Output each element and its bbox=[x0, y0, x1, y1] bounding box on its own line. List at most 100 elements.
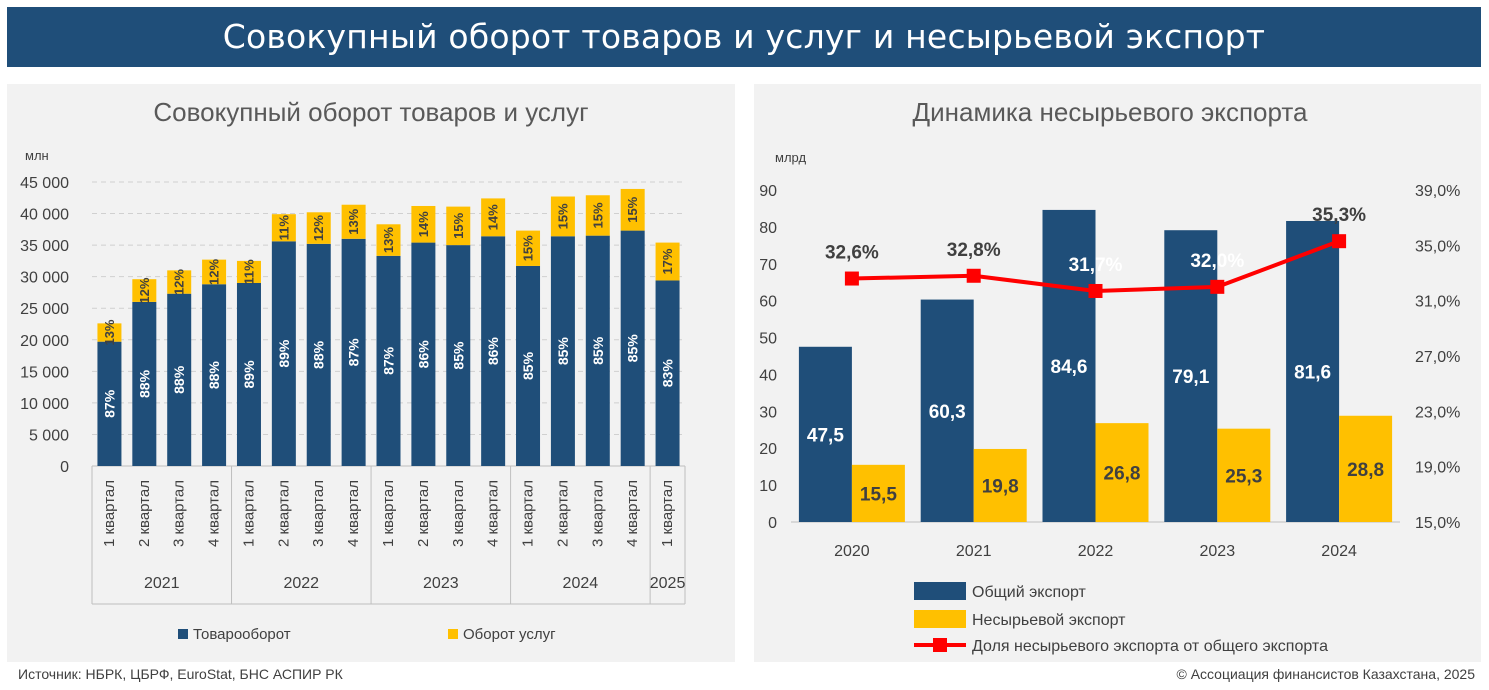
y2-tick-label: 23,0% bbox=[1415, 404, 1460, 421]
y2-tick-label: 39,0% bbox=[1415, 183, 1460, 200]
nonresource-export-bar bbox=[1095, 423, 1149, 522]
y2-tick-label: 31,0% bbox=[1415, 294, 1460, 311]
goods-share-label: 88% bbox=[136, 369, 152, 398]
y-tick-label: 10 000 bbox=[20, 396, 69, 413]
chart-title: Динамика несырьевого экспорта bbox=[913, 97, 1309, 127]
share-label: 35,3% bbox=[1312, 205, 1366, 226]
share-point bbox=[1210, 279, 1225, 294]
services-share-label: 15% bbox=[555, 203, 570, 229]
services-turnover-bar bbox=[236, 260, 261, 283]
y-tick-label: 20 000 bbox=[20, 333, 69, 350]
y2-tick-label: 35,0% bbox=[1415, 238, 1460, 255]
banner-title: Совокупный оборот товаров и услуг и несы… bbox=[222, 17, 1266, 56]
goods-turnover-bar bbox=[620, 230, 645, 466]
nonresource-export-bar bbox=[1217, 428, 1271, 522]
goods-share-label: 86% bbox=[485, 337, 501, 366]
copyright-note: © Ассоциация финансистов Казахстана, 202… bbox=[1176, 666, 1475, 682]
services-turnover-bar bbox=[655, 242, 680, 281]
legend-label-nonresource: Несырьевой экспорт bbox=[972, 612, 1126, 629]
goods-share-label: 88% bbox=[171, 365, 187, 394]
y-tick-label: 5 000 bbox=[29, 427, 69, 444]
goods-turnover-bar bbox=[585, 235, 610, 466]
goods-turnover-bar bbox=[97, 341, 122, 466]
services-share-label: 13% bbox=[346, 208, 361, 234]
total-export-value: 79,1 bbox=[1172, 367, 1209, 388]
share-label: 32,6% bbox=[825, 243, 879, 264]
quarter-label: 2 квартал bbox=[554, 480, 571, 547]
services-turnover-bar bbox=[167, 270, 192, 294]
goods-share-label: 85% bbox=[450, 341, 466, 370]
services-share-label: 14% bbox=[416, 211, 431, 237]
goods-turnover-bar bbox=[271, 241, 296, 466]
quarter-label: 4 квартал bbox=[206, 480, 223, 547]
quarter-label: 3 квартал bbox=[589, 480, 606, 547]
goods-share-label: 85% bbox=[520, 351, 536, 380]
nonresource-export-bar bbox=[973, 448, 1027, 522]
quarter-label: 1 квартал bbox=[380, 480, 397, 547]
goods-turnover-bar bbox=[655, 280, 680, 466]
y-tick-label: 25 000 bbox=[20, 301, 69, 318]
quarter-label: 4 квартал bbox=[345, 480, 362, 547]
year-label: 2023 bbox=[423, 575, 459, 592]
y-axis-unit: млрд bbox=[775, 150, 806, 165]
y-tick-label: 0 bbox=[768, 515, 777, 532]
x-tick-label: 2020 bbox=[834, 543, 870, 560]
services-turnover-bar bbox=[271, 214, 296, 242]
goods-share-label: 89% bbox=[241, 360, 257, 389]
goods-share-label: 86% bbox=[415, 340, 431, 369]
nonresource-export-value: 19,8 bbox=[982, 476, 1019, 497]
services-share-label: 13% bbox=[381, 227, 396, 253]
goods-turnover-bar bbox=[132, 301, 157, 466]
turnover-chart-panel: Совокупный оборот товаров и услуг млн 0 5 0… bbox=[7, 84, 735, 662]
year-label: 2025 bbox=[650, 575, 686, 592]
services-turnover-bar bbox=[585, 195, 610, 236]
quarter-label: 1 квартал bbox=[101, 480, 118, 547]
nonresource-export-value: 28,8 bbox=[1347, 460, 1384, 481]
share-label: 31,7% bbox=[1069, 255, 1123, 276]
quarter-label: 1 квартал bbox=[240, 480, 257, 547]
legend-swatch-nonresource bbox=[914, 610, 966, 628]
quarter-label: 3 квартал bbox=[171, 480, 188, 547]
goods-share-label: 88% bbox=[206, 361, 222, 390]
total-export-bar bbox=[798, 346, 852, 522]
chart-title: Совокупный оборот товаров и услуг bbox=[153, 97, 588, 127]
services-share-label: 12% bbox=[172, 269, 187, 295]
quarter-label: 2 квартал bbox=[415, 480, 432, 547]
goods-turnover-bar bbox=[167, 293, 192, 466]
goods-turnover-bar bbox=[341, 238, 366, 466]
services-share-label: 11% bbox=[241, 259, 256, 285]
services-share-label: 12% bbox=[311, 215, 326, 241]
y-tick-label: 35 000 bbox=[20, 238, 69, 255]
legend-label-total: Общий экспорт bbox=[972, 584, 1087, 601]
quarter-label: 2 квартал bbox=[275, 480, 292, 547]
goods-turnover-bar bbox=[411, 242, 436, 466]
goods-share-label: 85% bbox=[555, 337, 571, 366]
goods-share-label: 87% bbox=[381, 346, 397, 375]
services-share-label: 11% bbox=[276, 215, 291, 241]
services-turnover-bar bbox=[620, 188, 645, 231]
goods-share-label: 85% bbox=[625, 334, 641, 363]
total-export-bar bbox=[1042, 209, 1096, 523]
turnover-chart: Совокупный оборот товаров и услуг млн 0 5 0… bbox=[20, 97, 686, 643]
nonresource-export-bar bbox=[851, 464, 905, 522]
legend-marker-share bbox=[933, 638, 947, 652]
y-tick-label: 50 bbox=[759, 331, 777, 348]
y-tick-label: 90 bbox=[759, 183, 777, 200]
goods-turnover-bar bbox=[202, 284, 227, 466]
total-export-bar bbox=[920, 299, 974, 522]
services-turnover-bar bbox=[376, 224, 401, 256]
services-turnover-bar bbox=[446, 206, 471, 246]
services-share-label: 15% bbox=[625, 196, 640, 222]
quarter-label: 3 квартал bbox=[310, 480, 327, 547]
goods-share-label: 89% bbox=[276, 339, 292, 368]
share-label: 32,0% bbox=[1190, 251, 1244, 272]
legend-swatch bbox=[448, 629, 458, 639]
goods-share-label: 83% bbox=[660, 359, 676, 388]
services-turnover-bar bbox=[481, 198, 506, 237]
goods-turnover-bar bbox=[550, 236, 575, 466]
export-chart: Динамика несырьевого экспорта млрд 0 10 20 30… bbox=[759, 97, 1460, 655]
y-tick-label: 40 000 bbox=[20, 207, 69, 224]
total-export-value: 60,3 bbox=[929, 402, 966, 423]
goods-turnover-bar bbox=[236, 282, 261, 466]
services-share-label: 15% bbox=[451, 212, 466, 238]
